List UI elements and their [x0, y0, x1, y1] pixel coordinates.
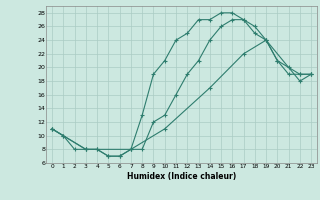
X-axis label: Humidex (Indice chaleur): Humidex (Indice chaleur) — [127, 172, 236, 181]
